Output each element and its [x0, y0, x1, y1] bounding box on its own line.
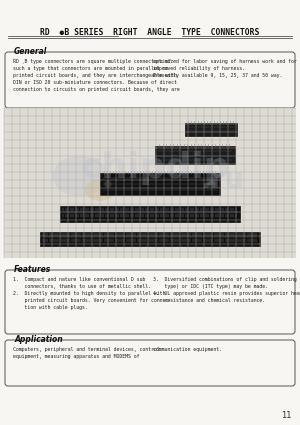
Bar: [40, 232, 260, 246]
FancyBboxPatch shape: [5, 340, 295, 386]
Text: General: General: [14, 47, 47, 56]
Bar: [4, 108, 296, 258]
Text: 3.  Diversified combinations of clip and soldering (HD
    type) or IDC (ITC typ: 3. Diversified combinations of clip and …: [153, 277, 300, 303]
Text: Application: Application: [14, 335, 63, 344]
Text: Features: Features: [14, 265, 51, 274]
Bar: [155, 146, 235, 164]
Text: RD  ⚈B SERIES  RIGHT  ANGLE  TYPE  CONNECTORS: RD ⚈B SERIES RIGHT ANGLE TYPE CONNECTORS: [40, 28, 260, 37]
Text: RD ¸B type connectors are square multiple connectors of
such a type that connect: RD ¸B type connectors are square multipl…: [13, 59, 180, 92]
Bar: [100, 173, 220, 195]
Text: optimized for labor saving of harness work and for
improved reliability of harne: optimized for labor saving of harness wo…: [153, 59, 297, 78]
Text: Computers, peripheral and terminal devices, control
equipment, measuring apparat: Computers, peripheral and terminal devic…: [13, 347, 160, 359]
Text: .ru: .ru: [200, 166, 244, 194]
FancyBboxPatch shape: [5, 270, 295, 334]
Ellipse shape: [52, 156, 107, 196]
Text: 11: 11: [281, 411, 292, 420]
Text: chipdip: chipdip: [80, 151, 230, 185]
Bar: [185, 123, 237, 136]
Circle shape: [104, 180, 112, 188]
Circle shape: [208, 180, 216, 188]
FancyBboxPatch shape: [5, 52, 295, 108]
Ellipse shape: [85, 179, 115, 201]
Text: 1.  Compact and nature like conventional D sub
    connectors, thanks to use of : 1. Compact and nature like conventional …: [13, 277, 171, 310]
Bar: [60, 206, 240, 222]
Text: communication equipment.: communication equipment.: [153, 347, 222, 352]
